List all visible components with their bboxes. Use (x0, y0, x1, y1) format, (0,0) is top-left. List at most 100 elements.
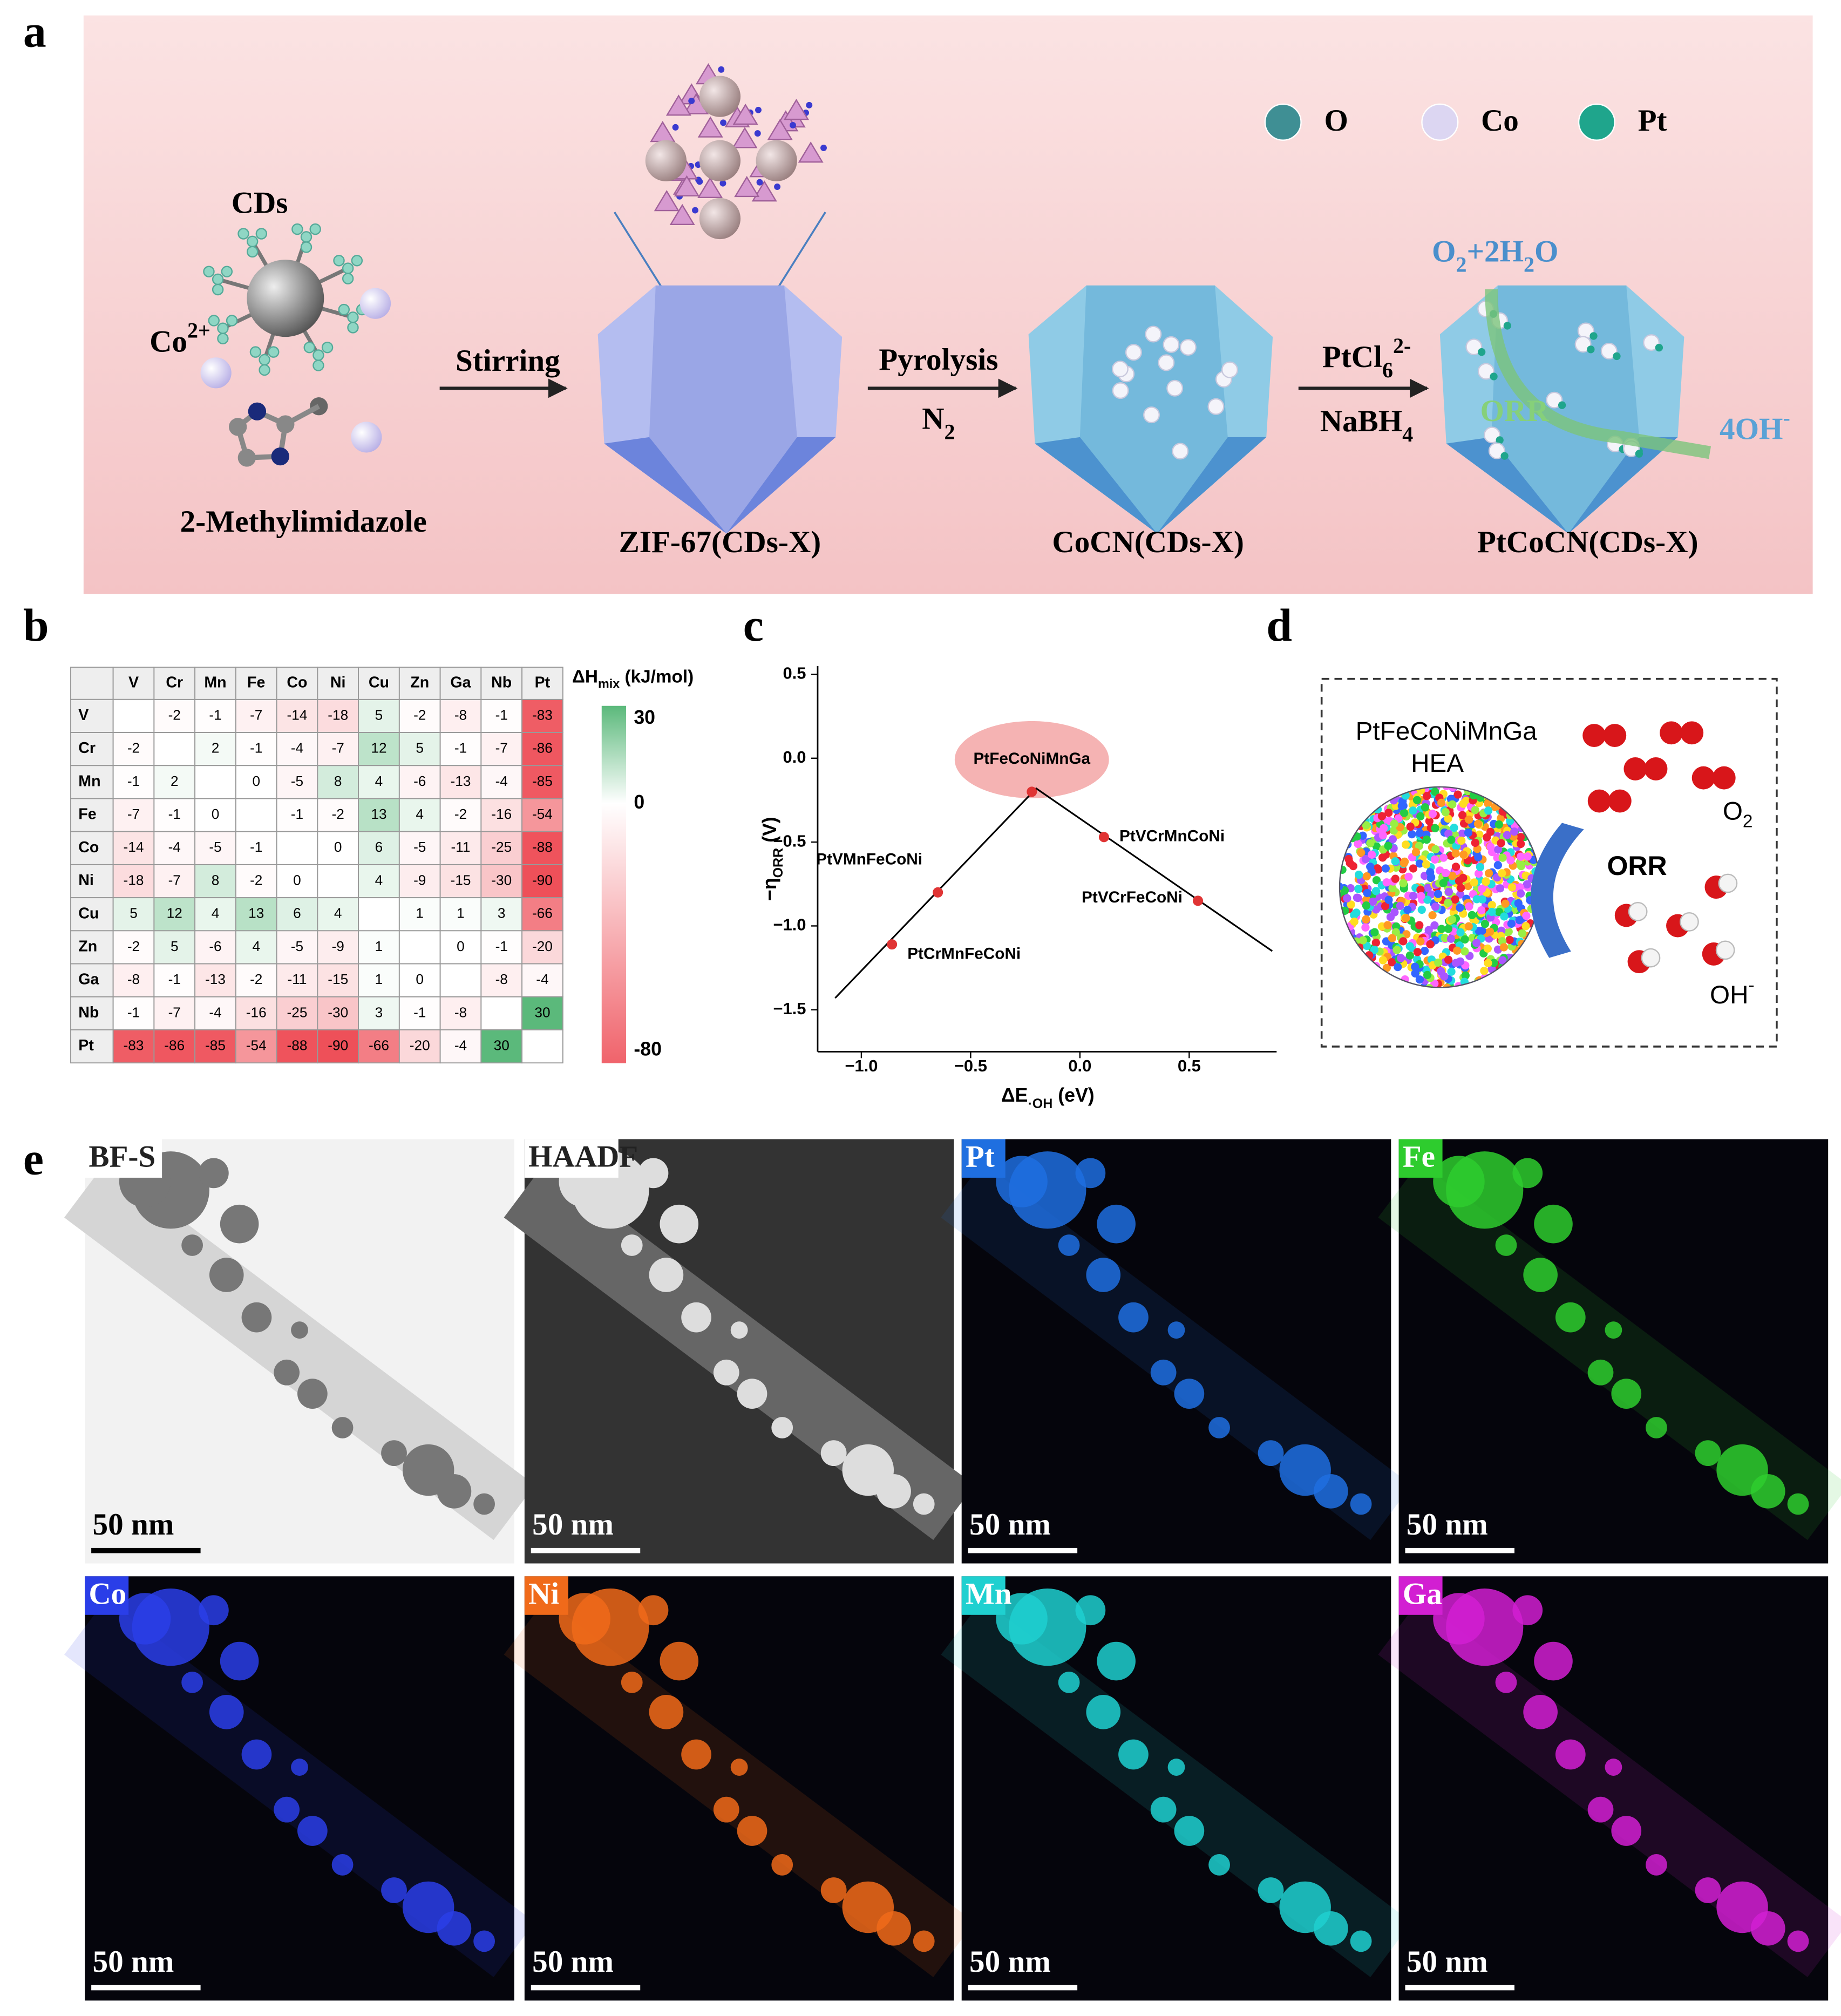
hea-atom (1464, 829, 1473, 837)
particle (1587, 1796, 1614, 1823)
cell-value: -5 (291, 938, 303, 954)
zif-cage (699, 198, 741, 240)
cell-value: 0 (293, 872, 301, 888)
pt-site (1478, 348, 1486, 356)
zif-node (806, 101, 813, 108)
hea-atom (1475, 830, 1484, 839)
text-part: 2 (1524, 252, 1534, 276)
cell-value: -8 (454, 1004, 467, 1020)
empty-cell (276, 831, 318, 865)
particle (1605, 1759, 1622, 1776)
header-cell (398, 667, 441, 700)
cd-group (351, 255, 363, 267)
cell-value: -6 (209, 938, 221, 954)
cell-value: -88 (287, 1037, 308, 1054)
atom (271, 447, 289, 466)
heat-cell (235, 864, 277, 899)
particle (771, 1417, 793, 1438)
hea-atom (1415, 921, 1424, 929)
cell-value: -2 (250, 971, 262, 987)
hea-atom (1498, 869, 1506, 878)
row-header: Ga (78, 971, 99, 988)
zif-node (755, 106, 762, 113)
text-part: (kJ/mol) (620, 667, 694, 687)
hea-atom (1411, 962, 1419, 971)
row-header: Co (78, 839, 99, 856)
particle (737, 1379, 767, 1409)
hea-atom (1383, 921, 1392, 929)
text-part: ΔH (572, 667, 598, 687)
cell-value: 0 (212, 806, 220, 822)
zif-tetrahedron (798, 141, 824, 163)
hea-atom (1391, 874, 1400, 883)
hea-atom (1506, 856, 1515, 865)
hea-atom (1399, 937, 1408, 946)
hydrogen-atom (1718, 873, 1738, 893)
heat-cell (480, 831, 523, 865)
hea-atom (1409, 892, 1418, 900)
cell-value: 30 (534, 1004, 550, 1020)
heat-cell (480, 930, 523, 965)
cell-value: -2 (127, 938, 140, 954)
cell-value: 1 (375, 971, 383, 987)
cell-value: 6 (293, 905, 301, 921)
col-header: Pt (535, 674, 551, 691)
hea-atom (1453, 790, 1462, 799)
cd-group (226, 315, 238, 327)
hea-atom (1468, 911, 1476, 919)
zif-node (774, 184, 781, 190)
hea-atom (1378, 956, 1388, 965)
empty-cell (439, 963, 482, 997)
row-header: Mn (78, 772, 100, 790)
hea-atom (1498, 956, 1507, 965)
hea-atom (1428, 911, 1437, 920)
zif-tetrahedron (734, 175, 760, 198)
particle (621, 1234, 643, 1256)
hea-atom (1480, 920, 1490, 928)
hea-atom (1366, 839, 1375, 847)
label-reactant: O2+2H2O (1432, 235, 1559, 277)
hea-atom (1392, 946, 1401, 954)
zif-node (754, 130, 761, 137)
hea-atom (1499, 943, 1509, 952)
heat-cell (358, 732, 400, 766)
particle (291, 1321, 308, 1339)
hea-atom (1444, 814, 1452, 823)
cluster (1125, 344, 1142, 361)
hea-atom (1415, 841, 1424, 850)
heat-cell (153, 996, 196, 1030)
hea-atom (1369, 897, 1377, 906)
y-tick-label: −1.0 (773, 915, 806, 934)
particle (1258, 1877, 1284, 1903)
cell-value: 4 (375, 872, 383, 888)
cluster (1546, 391, 1563, 409)
hea-atom (1347, 900, 1355, 909)
hea-atom (1361, 855, 1370, 864)
cell-value: -1 (168, 971, 181, 987)
empty-cell (194, 765, 236, 799)
empty-cell (358, 897, 400, 932)
hea-atom (1371, 938, 1380, 947)
hea-atom (1521, 922, 1530, 931)
heat-cell (398, 798, 441, 832)
cluster (1221, 361, 1238, 378)
label-zif: ZIF-67(CDs-X) (619, 525, 821, 559)
heat-cell (480, 732, 523, 766)
particle (649, 1258, 684, 1292)
heat-cell (235, 963, 277, 997)
cell-value: -1 (413, 1004, 426, 1020)
heat-cell (276, 732, 318, 766)
oxygen-atom (1603, 724, 1627, 747)
material-sub-label: HEA (1411, 749, 1464, 778)
scale-bar-label: 50 nm (532, 1508, 614, 1542)
cluster (1143, 406, 1160, 424)
hea-atom (1430, 921, 1439, 930)
heat-cell (358, 996, 400, 1030)
hea-atom (1455, 877, 1464, 885)
cell-value: -16 (491, 806, 512, 822)
tile-label: HAADF (528, 1140, 638, 1174)
cell-value: -90 (328, 1037, 348, 1054)
legend-marker (1421, 103, 1459, 141)
hea-atom (1440, 972, 1449, 981)
zif-tetrahedron (767, 119, 793, 140)
